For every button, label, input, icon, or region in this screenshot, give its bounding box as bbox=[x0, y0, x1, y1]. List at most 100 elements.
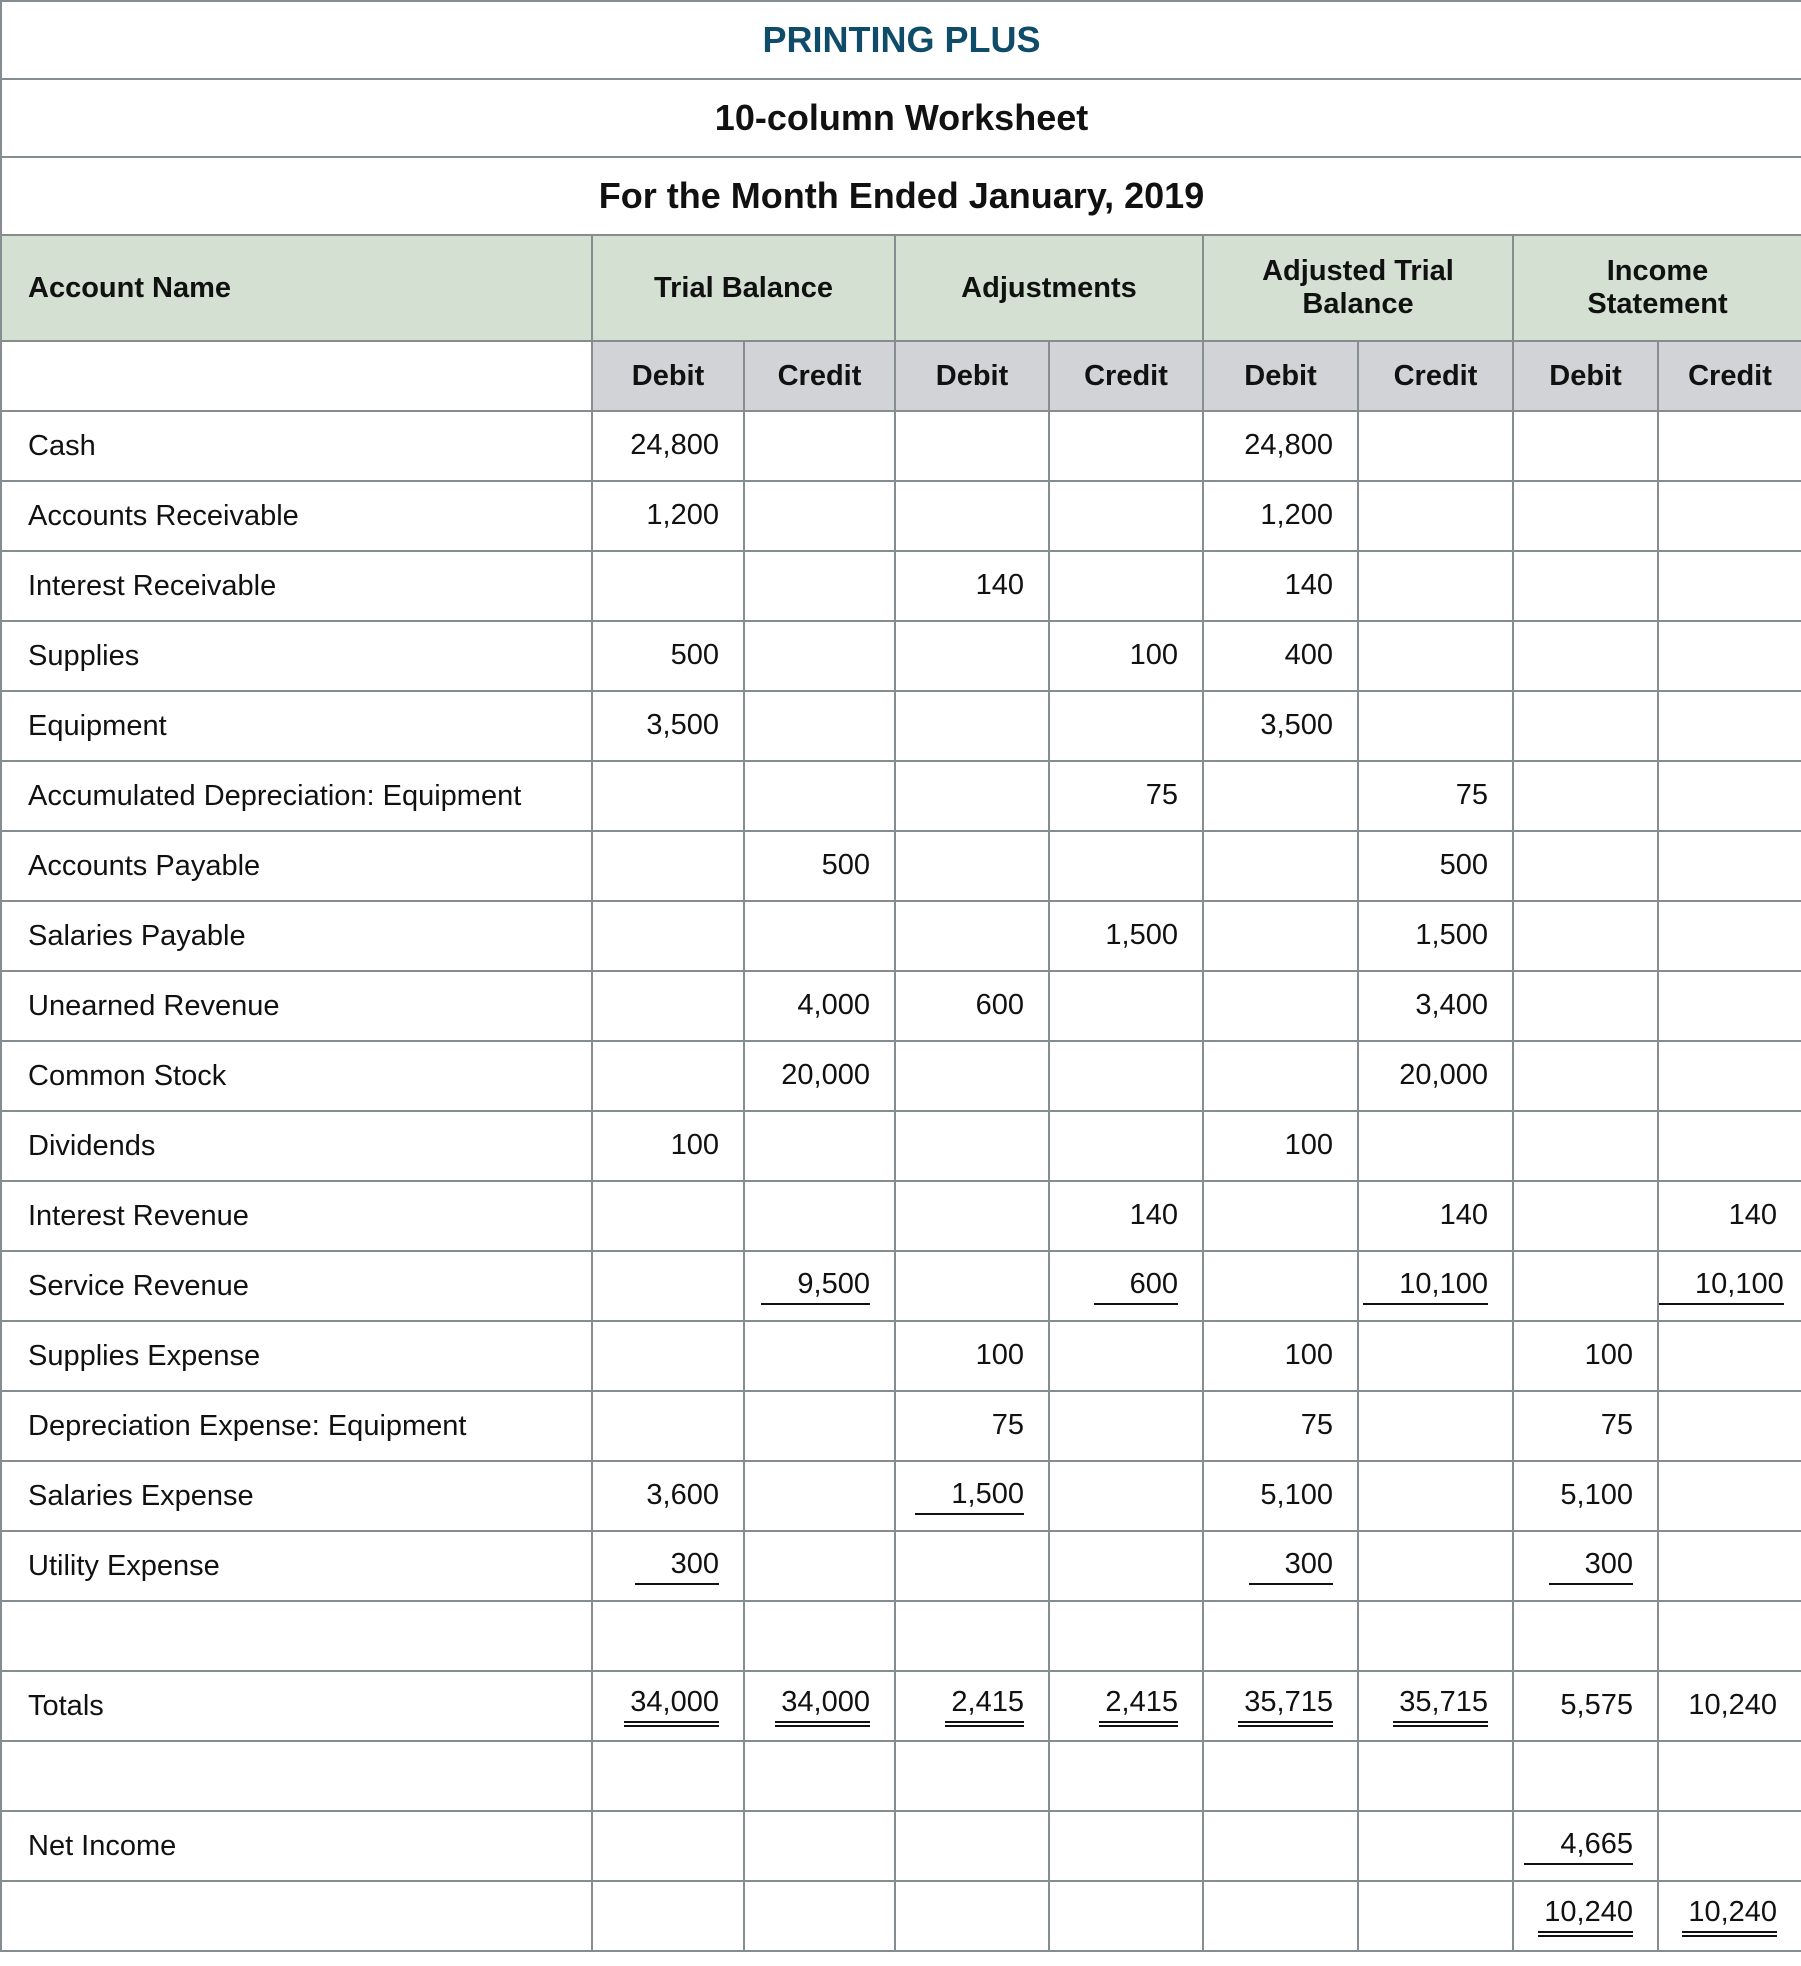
trial-balance-header: Trial Balance bbox=[591, 234, 896, 342]
amount: 500 bbox=[670, 638, 719, 671]
account-name bbox=[0, 1600, 593, 1672]
amount: 35,715 bbox=[1393, 1686, 1488, 1727]
amount: 2,415 bbox=[1099, 1686, 1178, 1727]
sub-header: Debit bbox=[591, 340, 745, 412]
amount-cell: 140 bbox=[1048, 1180, 1204, 1252]
amount-cell bbox=[1202, 900, 1359, 972]
sub-header: Debit bbox=[894, 340, 1050, 412]
income-statement-header: Income Statement bbox=[1511, 234, 1801, 342]
amount-cell bbox=[1512, 970, 1659, 1042]
amount: 75 bbox=[1455, 778, 1488, 811]
amount: 1,500 bbox=[1105, 918, 1178, 951]
amount-cell bbox=[894, 1600, 1050, 1672]
amount: 100 bbox=[670, 1128, 719, 1161]
amount: 100 bbox=[1284, 1338, 1333, 1371]
amount-cell bbox=[1202, 830, 1359, 902]
table-row: Totals 34,000 34,000 2,415 2,415 35,715 35,715… bbox=[0, 1670, 1801, 1742]
amount-cell bbox=[591, 760, 745, 832]
amount-cell: 500 bbox=[591, 620, 745, 692]
amount-cell: 5,575 bbox=[1512, 1670, 1659, 1742]
amount-cell bbox=[1357, 1530, 1514, 1602]
amount: 20,000 bbox=[1399, 1058, 1488, 1091]
amount: 34,000 bbox=[775, 1686, 870, 1727]
amount-cell bbox=[894, 410, 1050, 482]
account-name: Supplies Expense bbox=[0, 1320, 593, 1392]
amount-cell bbox=[591, 1880, 745, 1952]
amount-cell bbox=[743, 1390, 896, 1462]
amount-cell bbox=[591, 1740, 745, 1812]
amount-cell: 4,665 bbox=[1512, 1810, 1659, 1882]
amount: 140 bbox=[975, 568, 1024, 601]
account-name: Common Stock bbox=[0, 1040, 593, 1112]
amount-cell bbox=[1512, 620, 1659, 692]
amount: 500 bbox=[821, 848, 870, 881]
amount-cell: 3,400 bbox=[1357, 970, 1514, 1042]
amount-cell: 75 bbox=[1357, 760, 1514, 832]
amount-cell bbox=[894, 620, 1050, 692]
amount: 34,000 bbox=[624, 1686, 719, 1727]
amount-cell: 35,715 bbox=[1202, 1670, 1359, 1742]
amount: 600 bbox=[975, 988, 1024, 1021]
amount: 3,500 bbox=[1260, 708, 1333, 741]
amount-cell bbox=[894, 830, 1050, 902]
sub-header: Credit bbox=[1048, 340, 1204, 412]
amount-cell: 4,000 bbox=[743, 970, 896, 1042]
amount: 1,200 bbox=[646, 498, 719, 531]
amount-cell: 2,415 bbox=[1048, 1670, 1204, 1742]
amount-cell bbox=[1202, 1810, 1359, 1882]
amount: 9,500 bbox=[761, 1268, 870, 1305]
amount: 100 bbox=[1129, 638, 1178, 671]
table-row: Supplies Expense 100 100 100 bbox=[0, 1320, 1801, 1392]
amount-cell: 600 bbox=[894, 970, 1050, 1042]
table-row: Dividends 100 100 bbox=[0, 1110, 1801, 1182]
amount: 3,500 bbox=[646, 708, 719, 741]
amount-cell bbox=[1048, 550, 1204, 622]
amount: 5,100 bbox=[1260, 1478, 1333, 1511]
amount-cell bbox=[894, 1110, 1050, 1182]
amount-cell bbox=[591, 1320, 745, 1392]
account-name: Accounts Payable bbox=[0, 830, 593, 902]
table-row: Service Revenue 9,500 600 10,100 10,100 bbox=[0, 1250, 1801, 1322]
amount: 75 bbox=[1145, 778, 1178, 811]
amount-cell: 75 bbox=[1048, 760, 1204, 832]
amount: 3,400 bbox=[1415, 988, 1488, 1021]
amount-cell bbox=[1048, 1600, 1204, 1672]
amount-cell bbox=[1512, 1040, 1659, 1112]
amount-cell: 100 bbox=[894, 1320, 1050, 1392]
amount-cell bbox=[1357, 1600, 1514, 1672]
amount-cell bbox=[1048, 1390, 1204, 1462]
amount-cell: 500 bbox=[1357, 830, 1514, 902]
account-name: Dividends bbox=[0, 1110, 593, 1182]
amount-cell: 300 bbox=[591, 1530, 745, 1602]
adjustments-header: Adjustments bbox=[894, 234, 1204, 342]
amount-cell bbox=[591, 1600, 745, 1672]
amount-cell bbox=[1048, 1810, 1204, 1882]
table-row: Accounts Payable 500 500 bbox=[0, 830, 1801, 902]
amount-cell bbox=[1202, 1040, 1359, 1112]
amount-cell bbox=[1357, 1810, 1514, 1882]
amount-cell bbox=[1048, 410, 1204, 482]
amount-cell: 140 bbox=[1357, 1180, 1514, 1252]
amount-cell bbox=[1512, 1250, 1659, 1322]
amount-cell bbox=[1656, 1320, 1801, 1392]
amount-cell bbox=[894, 1740, 1050, 1812]
amount-cell: 100 bbox=[591, 1110, 745, 1182]
account-name: Equipment bbox=[0, 690, 593, 762]
amount-cell: 35,715 bbox=[1357, 1670, 1514, 1742]
amount-cell: 10,240 bbox=[1512, 1880, 1659, 1952]
amount-cell bbox=[1656, 690, 1801, 762]
amount-cell bbox=[743, 1530, 896, 1602]
amount-cell bbox=[1357, 1740, 1514, 1812]
amount-cell bbox=[894, 1810, 1050, 1882]
table-row: Depreciation Expense: Equipment 75 75 75 bbox=[0, 1390, 1801, 1462]
amount-cell bbox=[1357, 690, 1514, 762]
amount-cell: 10,240 bbox=[1656, 1670, 1801, 1742]
table-row: Equipment 3,500 3,500 bbox=[0, 690, 1801, 762]
amount: 5,100 bbox=[1560, 1478, 1633, 1511]
amount-cell: 300 bbox=[1512, 1530, 1659, 1602]
account-name bbox=[0, 1740, 593, 1812]
amount-cell: 140 bbox=[1656, 1180, 1801, 1252]
amount: 10,240 bbox=[1688, 1688, 1778, 1721]
amount: 20,000 bbox=[781, 1058, 870, 1091]
amount-cell: 34,000 bbox=[743, 1670, 896, 1742]
